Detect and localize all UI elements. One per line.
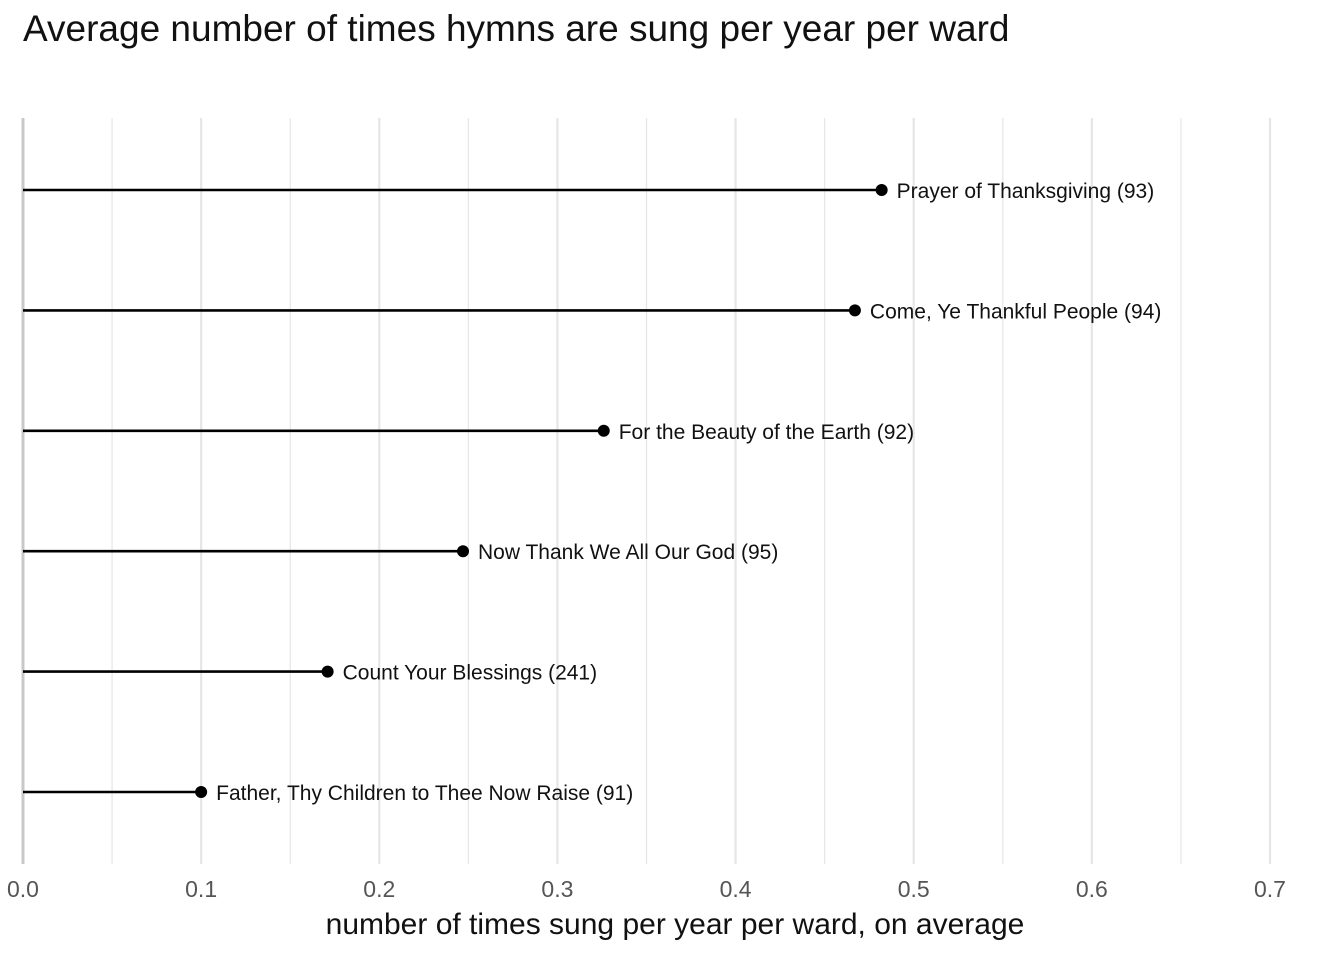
x-tick-label: 0.3 [541,876,573,902]
point-label: For the Beauty of the Earth (92) [619,421,914,444]
chart-title: Average number of times hymns are sung p… [23,8,1010,49]
point-label: Now Thank We All Our God (95) [478,541,778,564]
x-tick-label: 0.4 [720,876,752,902]
chart-marks: Prayer of Thanksgiving (93) Come, Ye Than… [23,180,1161,805]
point-label: Come, Ye Thankful People (94) [870,300,1161,323]
lollipop-point [321,665,334,678]
point-label: Father, Thy Children to Thee Now Raise (… [216,782,633,805]
lollipop-item: Come, Ye Thankful People (94) [23,300,1161,323]
lollipop-point [195,786,208,798]
x-tick-label: 0.6 [1076,876,1108,902]
x-axis-ticks: 0.0 0.1 0.2 0.3 0.4 0.5 0.6 0.7 [7,876,1286,902]
x-tick-label: 0.0 [7,876,39,902]
x-tick-label: 0.7 [1254,876,1286,902]
lollipop-item: Now Thank We All Our God (95) [23,541,778,564]
point-label: Count Your Blessings (241) [343,662,597,685]
point-label: Prayer of Thanksgiving (93) [897,180,1155,203]
lollipop-item: Prayer of Thanksgiving (93) [23,180,1154,203]
lollipop-item: Count Your Blessings (241) [23,662,597,685]
grid-lines [21,118,1272,864]
lollipop-item: For the Beauty of the Earth (92) [23,421,914,444]
lollipop-point [597,424,610,437]
x-tick-label: 0.5 [898,876,930,902]
lollipop-point [457,545,470,558]
lollipop-item: Father, Thy Children to Thee Now Raise (… [23,782,633,805]
lollipop-point [848,304,861,317]
x-tick-label: 0.1 [185,876,217,902]
x-axis-title: number of times sung per year per ward, … [326,908,1025,941]
lollipop-point [875,184,888,196]
x-tick-label: 0.2 [363,876,395,902]
